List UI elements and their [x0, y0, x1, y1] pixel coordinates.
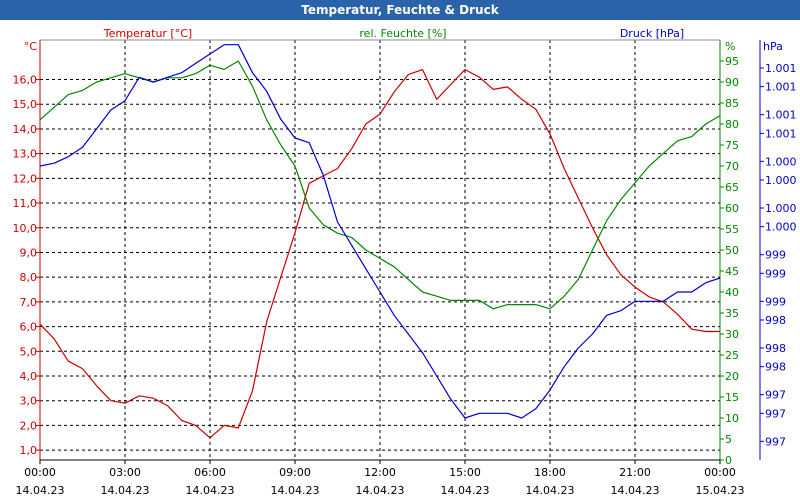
y-left-tick-label: 9,0: [20, 246, 38, 259]
y-pressure-tick-label: 999: [765, 295, 786, 308]
y-pressure-tick-label: 998: [765, 361, 786, 374]
y-right-tick-label: 70: [725, 160, 739, 173]
y-left-tick-label: 12,0: [13, 172, 38, 185]
y-right-unit: %: [725, 40, 735, 53]
y-right-tick-label: 15: [725, 391, 739, 404]
y-right-tick-label: 45: [725, 265, 739, 278]
y-right-tick-label: 10: [725, 412, 739, 425]
y-right-tick-label: 40: [725, 286, 739, 299]
y-left-tick-label: 8,0: [20, 271, 38, 284]
y-right-tick-label: 75: [725, 139, 739, 152]
x-tick-label: 12:00: [364, 466, 396, 479]
grid: [40, 40, 720, 460]
y-right-tick-label: 20: [725, 370, 739, 383]
y-pressure-tick-label: 997: [765, 435, 786, 448]
y-pressure-tick-label: 998: [765, 342, 786, 355]
y-pressure-tick-label: 1.001: [765, 81, 797, 94]
y-pressure-tick-label: 1.001: [765, 109, 797, 122]
x-date-label: 15.04.23: [696, 484, 745, 497]
x-tick-label: 03:00: [109, 466, 141, 479]
temperature-series-line: [39, 68, 720, 439]
temperature-axis-title: Temperatur [°C]: [103, 27, 192, 40]
x-date-label: 14.04.23: [16, 484, 65, 497]
y-right-tick-label: 55: [725, 223, 739, 236]
x-date-label: 14.04.23: [611, 484, 660, 497]
y-pressure-unit: hPa: [763, 40, 783, 53]
labels: 00:00 14.04.23 03:00 14.04.23 06:00 14.04.23 0…: [13, 27, 797, 497]
x-date-label: 14.04.23: [186, 484, 235, 497]
y-right-tick-label: 85: [725, 97, 739, 110]
x-tick-label: 06:00: [194, 466, 226, 479]
y-pressure-tick-label: 1.001: [765, 127, 797, 140]
y-left-tick-label: 4,0: [20, 370, 38, 383]
y-left-tick-label: 11,0: [13, 197, 38, 210]
y-left-tick-label: 10,0: [13, 222, 38, 235]
y-pressure-tick-label: 999: [765, 267, 786, 280]
x-date-label: 14.04.23: [356, 484, 405, 497]
y-pressure-tick-label: 1.000: [765, 174, 797, 187]
pressure-series-line: [39, 44, 721, 419]
x-tick-label: 09:00: [279, 466, 311, 479]
window-title: Temperatur, Feuchte & Druck: [0, 0, 800, 20]
y-pressure-tick-label: 1.000: [765, 155, 797, 168]
x-tick-label: 21:00: [619, 466, 651, 479]
x-tick-label: 15:00: [449, 466, 481, 479]
y-pressure-tick-label: 997: [765, 407, 786, 420]
y-left-tick-label: 14,0: [13, 123, 38, 136]
y-right-tick-label: 0: [725, 454, 732, 467]
y-pressure-tick-label: 997: [765, 389, 786, 402]
y-right-tick-label: 65: [725, 181, 739, 194]
y-left-tick-label: 16,0: [13, 74, 38, 87]
y-left-unit: °C: [24, 40, 38, 53]
y-left-tick-label: 7,0: [20, 296, 38, 309]
x-tick-label: 00:00: [704, 466, 736, 479]
y-right-tick-label: 90: [725, 76, 739, 89]
y-left-tick-label: 5,0: [20, 345, 38, 358]
axes: [36, 39, 764, 464]
y-pressure-tick-label: 998: [765, 314, 786, 327]
y-right-tick-label: 25: [725, 349, 739, 362]
x-tick-label: 18:00: [534, 466, 566, 479]
x-date-label: 14.04.23: [441, 484, 490, 497]
pressure-axis-title: Druck [hPa]: [620, 27, 684, 40]
y-right-tick-label: 5: [725, 433, 732, 446]
y-right-tick-label: 95: [725, 55, 739, 68]
x-date-label: 14.04.23: [271, 484, 320, 497]
y-left-tick-label: 6,0: [20, 321, 38, 334]
x-tick-label: 00:00: [24, 466, 56, 479]
series: [39, 44, 721, 439]
chart: 00:00 14.04.23 03:00 14.04.23 06:00 14.04.23 0…: [13, 27, 797, 497]
y-right-tick-label: 80: [725, 118, 739, 131]
y-right-tick-label: 30: [725, 328, 739, 341]
y-right-tick-label: 35: [725, 307, 739, 320]
y-left-tick-label: 1,0: [20, 444, 38, 457]
y-left-tick-label: 2,0: [20, 419, 38, 432]
y-pressure-tick-label: 1.000: [765, 221, 797, 234]
x-date-label: 14.04.23: [526, 484, 575, 497]
humidity-axis-title: rel. Feuchte [%]: [359, 27, 446, 40]
y-left-tick-label: 3,0: [20, 395, 38, 408]
y-left-tick-label: 13,0: [13, 148, 38, 161]
y-pressure-tick-label: 1.001: [765, 62, 797, 75]
y-pressure-tick-label: 999: [765, 249, 786, 262]
x-date-label: 14.04.23: [101, 484, 150, 497]
y-pressure-tick-label: 1.000: [765, 202, 797, 215]
y-left-tick-label: 15,0: [13, 98, 38, 111]
y-right-tick-label: 60: [725, 202, 739, 215]
y-right-tick-label: 50: [725, 244, 739, 257]
